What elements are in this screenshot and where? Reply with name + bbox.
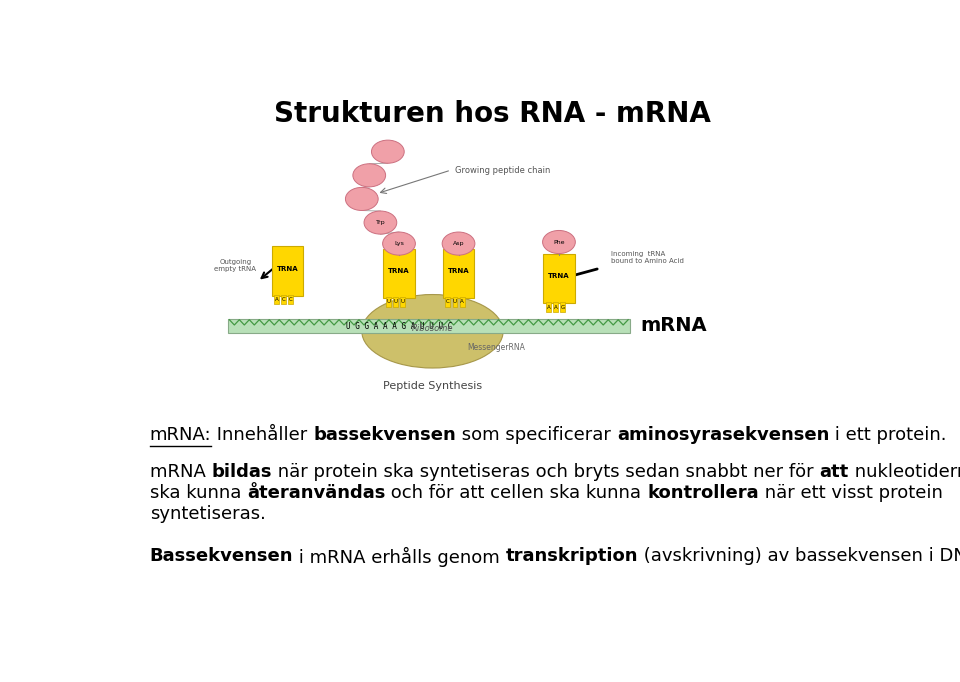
Text: TRNA: TRNA	[548, 273, 570, 280]
Circle shape	[346, 188, 378, 211]
Text: ska kunna: ska kunna	[150, 484, 247, 501]
FancyBboxPatch shape	[553, 302, 558, 312]
Text: Asp: Asp	[453, 241, 465, 246]
Text: Outgoing
empty tRNA: Outgoing empty tRNA	[214, 259, 256, 272]
Text: Growing peptide chain: Growing peptide chain	[455, 166, 550, 175]
Text: TRNA: TRNA	[388, 268, 410, 274]
Text: U: U	[400, 299, 404, 304]
FancyBboxPatch shape	[560, 302, 565, 312]
Text: mRNA: mRNA	[641, 316, 708, 335]
Circle shape	[353, 164, 386, 187]
Text: U: U	[394, 299, 397, 304]
FancyBboxPatch shape	[443, 249, 474, 298]
Text: G: G	[561, 305, 564, 310]
Text: (avskrivning) av bassekvensen i DNA.: (avskrivning) av bassekvensen i DNA.	[638, 546, 960, 565]
Ellipse shape	[362, 295, 503, 368]
Text: TRNA: TRNA	[276, 265, 299, 271]
Text: när protein ska syntetiseras och bryts sedan snabbt ner för: när protein ska syntetiseras och bryts s…	[272, 462, 819, 481]
FancyBboxPatch shape	[272, 246, 303, 295]
Text: som specificerar: som specificerar	[456, 426, 616, 444]
Text: Lys: Lys	[394, 241, 404, 246]
Circle shape	[372, 140, 404, 163]
FancyBboxPatch shape	[383, 249, 415, 298]
Text: U: U	[386, 299, 391, 304]
FancyBboxPatch shape	[228, 318, 630, 333]
Text: i ett protein.: i ett protein.	[829, 426, 947, 444]
Text: C: C	[282, 297, 286, 301]
Text: mRNA:: mRNA:	[150, 426, 211, 444]
Text: U G G A A A G A U U U C: U G G A A A G A U U U C	[346, 322, 452, 331]
FancyBboxPatch shape	[452, 297, 458, 307]
Text: Trp: Trp	[375, 220, 385, 225]
FancyBboxPatch shape	[546, 302, 551, 312]
Text: bassekvensen: bassekvensen	[313, 426, 456, 444]
Text: och för att cellen ska kunna: och för att cellen ska kunna	[385, 484, 647, 501]
FancyBboxPatch shape	[288, 295, 294, 304]
Text: Phe: Phe	[553, 239, 564, 245]
Text: A: A	[554, 305, 558, 310]
Text: Bassekvensen: Bassekvensen	[150, 546, 293, 565]
Text: när ett visst protein: när ett visst protein	[758, 484, 943, 501]
Text: att: att	[819, 462, 849, 481]
Text: TRNA: TRNA	[447, 268, 469, 274]
Text: Strukturen hos RNA - mRNA: Strukturen hos RNA - mRNA	[274, 100, 710, 128]
Text: Incoming  tRNA
bound to Amino Acid: Incoming tRNA bound to Amino Acid	[611, 251, 684, 264]
Circle shape	[364, 211, 396, 234]
FancyBboxPatch shape	[281, 295, 286, 304]
Text: aminosyrasekvensen: aminosyrasekvensen	[616, 426, 829, 444]
FancyBboxPatch shape	[543, 254, 575, 303]
FancyBboxPatch shape	[445, 297, 450, 307]
FancyBboxPatch shape	[393, 297, 398, 307]
Text: Ribosome: Ribosome	[412, 324, 453, 333]
FancyBboxPatch shape	[400, 297, 405, 307]
Text: C: C	[446, 299, 450, 304]
FancyBboxPatch shape	[460, 297, 465, 307]
Text: U: U	[453, 299, 457, 304]
Text: MessengerRNA: MessengerRNA	[467, 343, 525, 352]
Text: A: A	[460, 299, 464, 304]
Text: kontrollera: kontrollera	[647, 484, 758, 501]
FancyBboxPatch shape	[386, 297, 391, 307]
Text: C: C	[289, 297, 293, 301]
Circle shape	[542, 231, 575, 254]
Text: Innehåller: Innehåller	[211, 426, 313, 444]
Text: syntetiseras.: syntetiseras.	[150, 505, 266, 522]
Circle shape	[443, 232, 475, 255]
Text: transkription: transkription	[506, 546, 638, 565]
Text: Peptide Synthesis: Peptide Synthesis	[383, 381, 482, 391]
Circle shape	[383, 232, 416, 255]
Text: nukleotiderna: nukleotiderna	[849, 462, 960, 481]
Text: A: A	[546, 305, 550, 310]
Text: A: A	[275, 297, 278, 301]
Text: i mRNA erhålls genom: i mRNA erhålls genom	[293, 546, 506, 567]
Text: återanvändas: återanvändas	[247, 484, 385, 501]
Text: bildas: bildas	[211, 462, 272, 481]
Text: mRNA: mRNA	[150, 462, 211, 481]
FancyBboxPatch shape	[275, 295, 279, 304]
